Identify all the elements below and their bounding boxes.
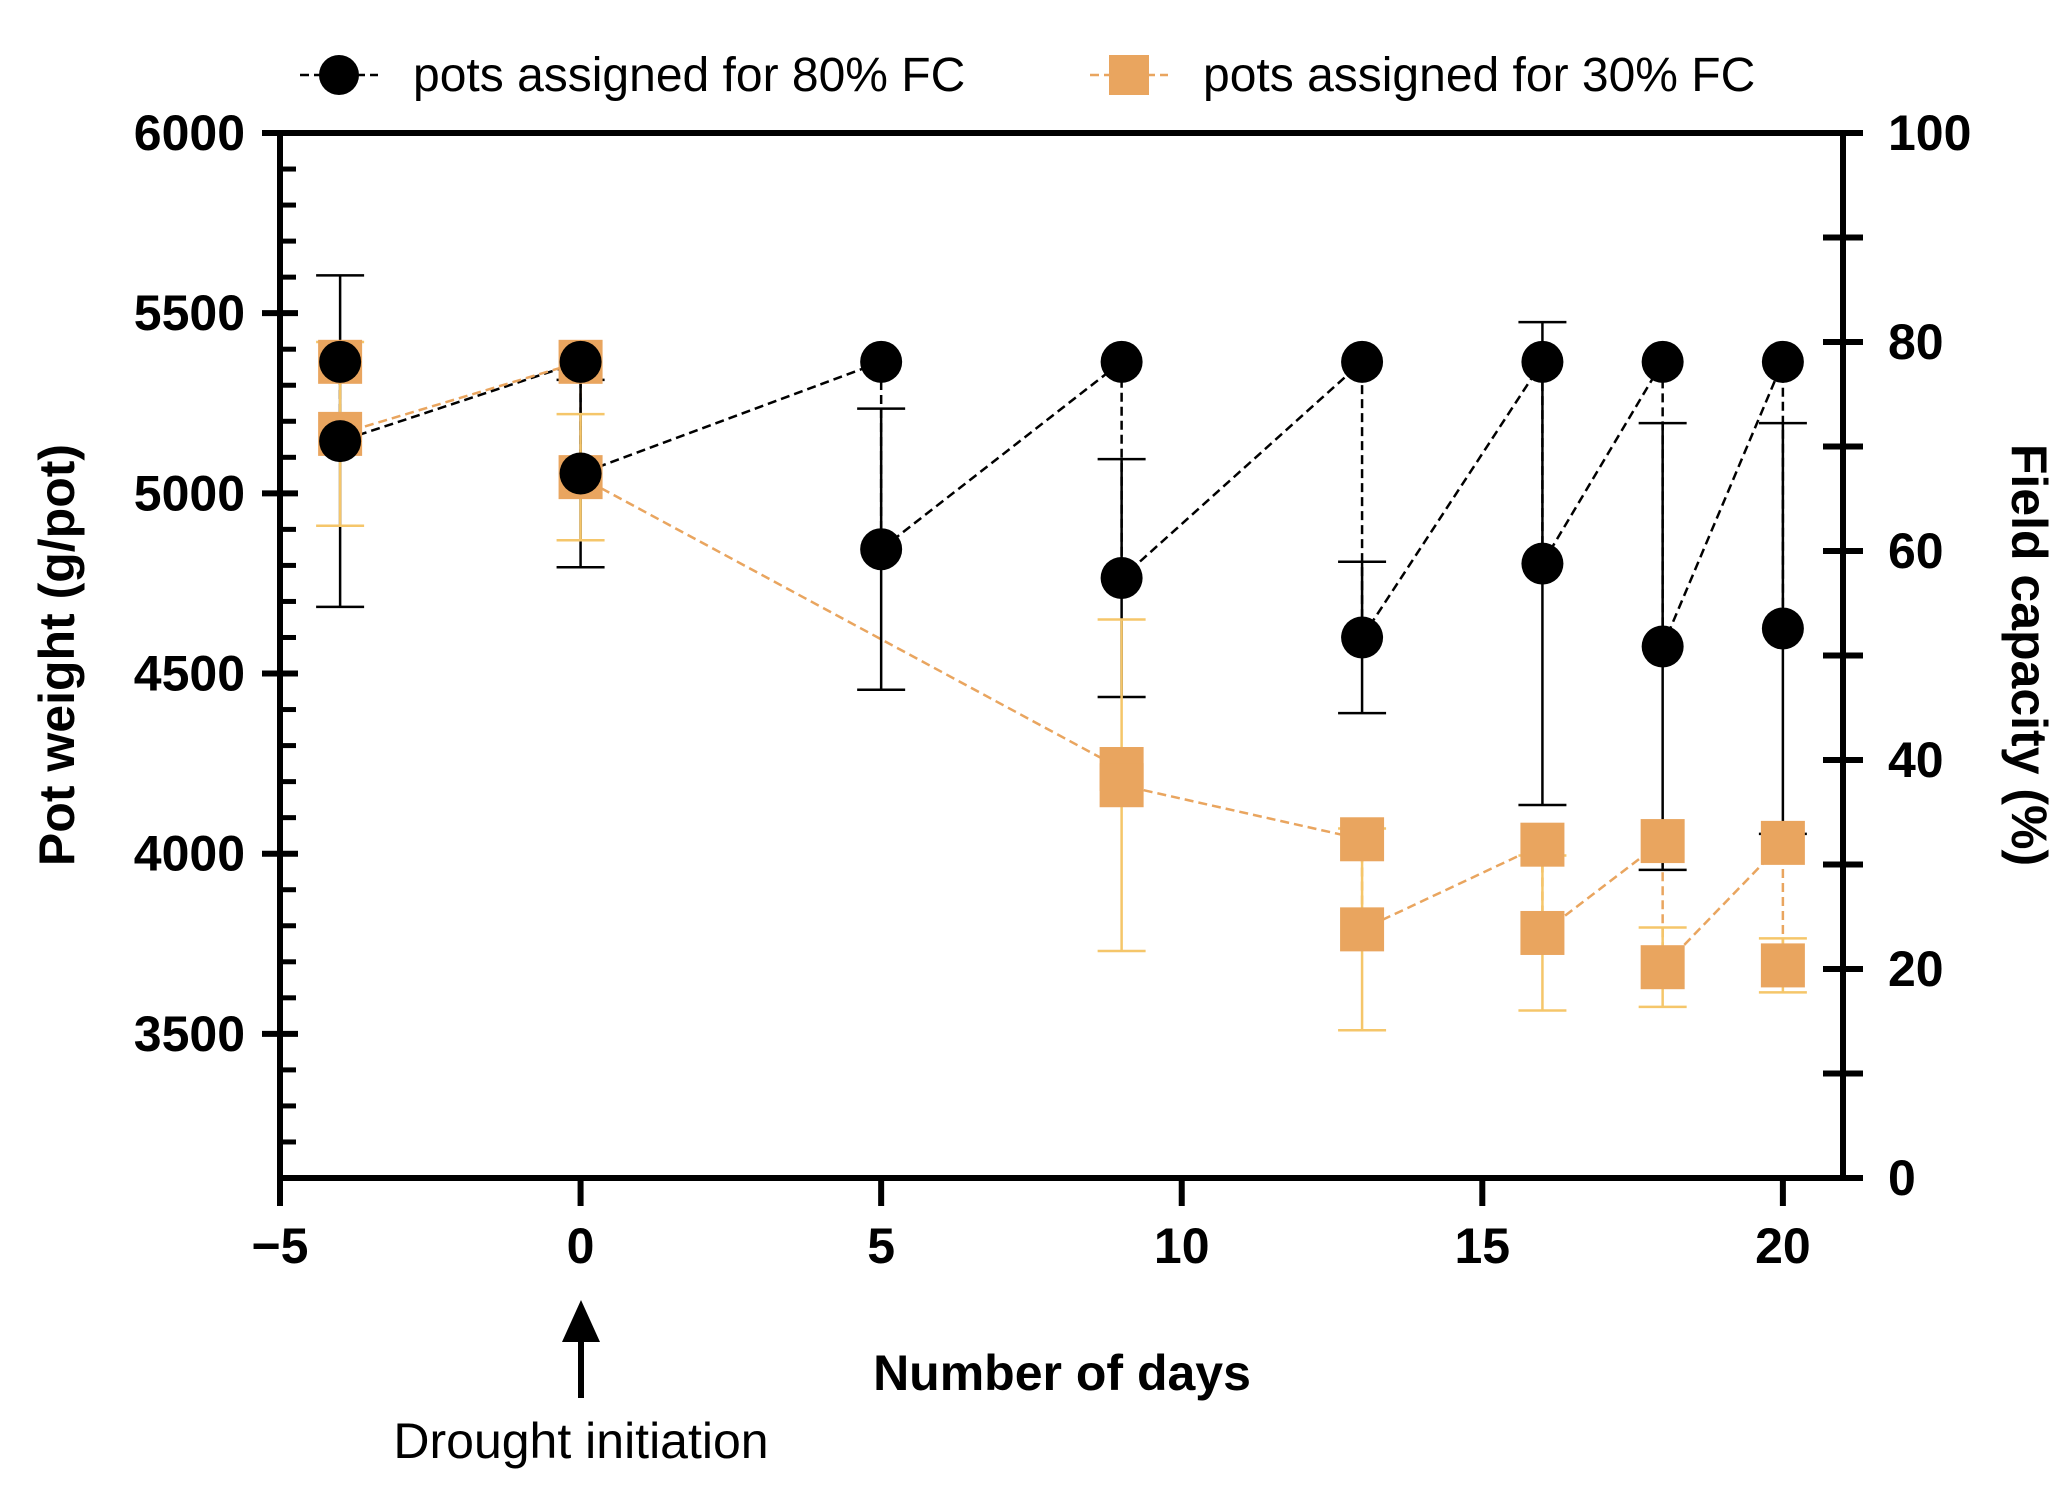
data-point — [1760, 820, 1805, 865]
data-point — [1640, 945, 1685, 990]
x-tick-label: −5 — [251, 1218, 308, 1274]
x-ticks: −5 0 5 10 15 20 — [251, 1178, 1811, 1274]
data-point — [1340, 817, 1385, 862]
data-point — [1761, 607, 1804, 650]
data-point — [860, 340, 903, 383]
data-point — [1341, 616, 1384, 659]
data-point — [319, 340, 362, 383]
x-tick-label: 10 — [1154, 1218, 1210, 1274]
data-point — [1099, 763, 1144, 808]
y-ticks: 3500 4000 4500 5000 5500 6000 — [134, 105, 298, 1062]
y2-axis-title: Field capacity (%) — [2001, 444, 2057, 866]
data-point — [1760, 943, 1805, 988]
data-point — [1520, 822, 1565, 867]
legend-marker-30fc — [1109, 55, 1149, 95]
data-point — [1521, 340, 1564, 383]
data-point — [1521, 542, 1564, 585]
series-line — [338, 357, 1785, 647]
y2-tick-label: 60 — [1888, 523, 1944, 579]
data-point — [559, 340, 602, 383]
y-tick-label: 4000 — [134, 826, 245, 882]
data-point — [319, 420, 362, 463]
legend-label-80fc: pots assigned for 80% FC — [413, 49, 965, 102]
x-tick-label: 5 — [867, 1218, 895, 1274]
data-point — [1341, 340, 1384, 383]
annotation-arrow-head — [562, 1300, 600, 1342]
legend-label-30fc: pots assigned for 30% FC — [1203, 49, 1755, 102]
x-tick-label: 0 — [567, 1218, 595, 1274]
annotation-label: Drought initiation — [393, 1413, 768, 1469]
y2-tick-label: 20 — [1888, 941, 1944, 997]
y-tick-label: 5500 — [134, 285, 245, 341]
legend-item-80fc: pots assigned for 80% FC — [300, 49, 965, 102]
data-point — [1100, 557, 1143, 600]
data-point — [1100, 340, 1143, 383]
y-tick-label: 5000 — [134, 465, 245, 521]
axes — [277, 130, 1846, 1181]
data-point — [1641, 625, 1684, 668]
drought-annotation: Drought initiation — [393, 1300, 769, 1469]
x-tick-label: 15 — [1454, 1218, 1510, 1274]
y2-ticks: 0 20 40 60 80 100 — [1823, 105, 1971, 1206]
legend-marker-80fc — [319, 55, 359, 95]
x-axis-title: Number of days — [873, 1345, 1251, 1401]
y-tick-label: 3500 — [134, 1006, 245, 1062]
y2-tick-label: 80 — [1888, 314, 1944, 370]
y-axis-title: Pot weight (g/pot) — [29, 444, 85, 866]
markers — [318, 339, 1805, 990]
y-tick-label: 4500 — [134, 646, 245, 702]
series-line — [338, 360, 1785, 971]
data-point — [559, 452, 602, 495]
legend-item-30fc: pots assigned for 30% FC — [1090, 49, 1755, 102]
y2-tick-label: 0 — [1888, 1150, 1916, 1206]
y-minor-ticks — [280, 166, 296, 1181]
y-tick-label: 6000 — [134, 105, 245, 161]
data-point — [1640, 819, 1685, 864]
y2-tick-label: 100 — [1888, 105, 1971, 161]
y2-tick-label: 40 — [1888, 732, 1944, 788]
data-point — [1641, 340, 1684, 383]
data-point — [1520, 910, 1565, 955]
data-point — [1761, 340, 1804, 383]
x-tick-label: 20 — [1755, 1218, 1811, 1274]
series-lines — [338, 357, 1785, 971]
data-point — [860, 528, 903, 571]
error-bars — [316, 274, 1807, 1032]
data-point — [1340, 907, 1385, 952]
legend: pots assigned for 80% FC pots assigned f… — [300, 49, 1755, 102]
